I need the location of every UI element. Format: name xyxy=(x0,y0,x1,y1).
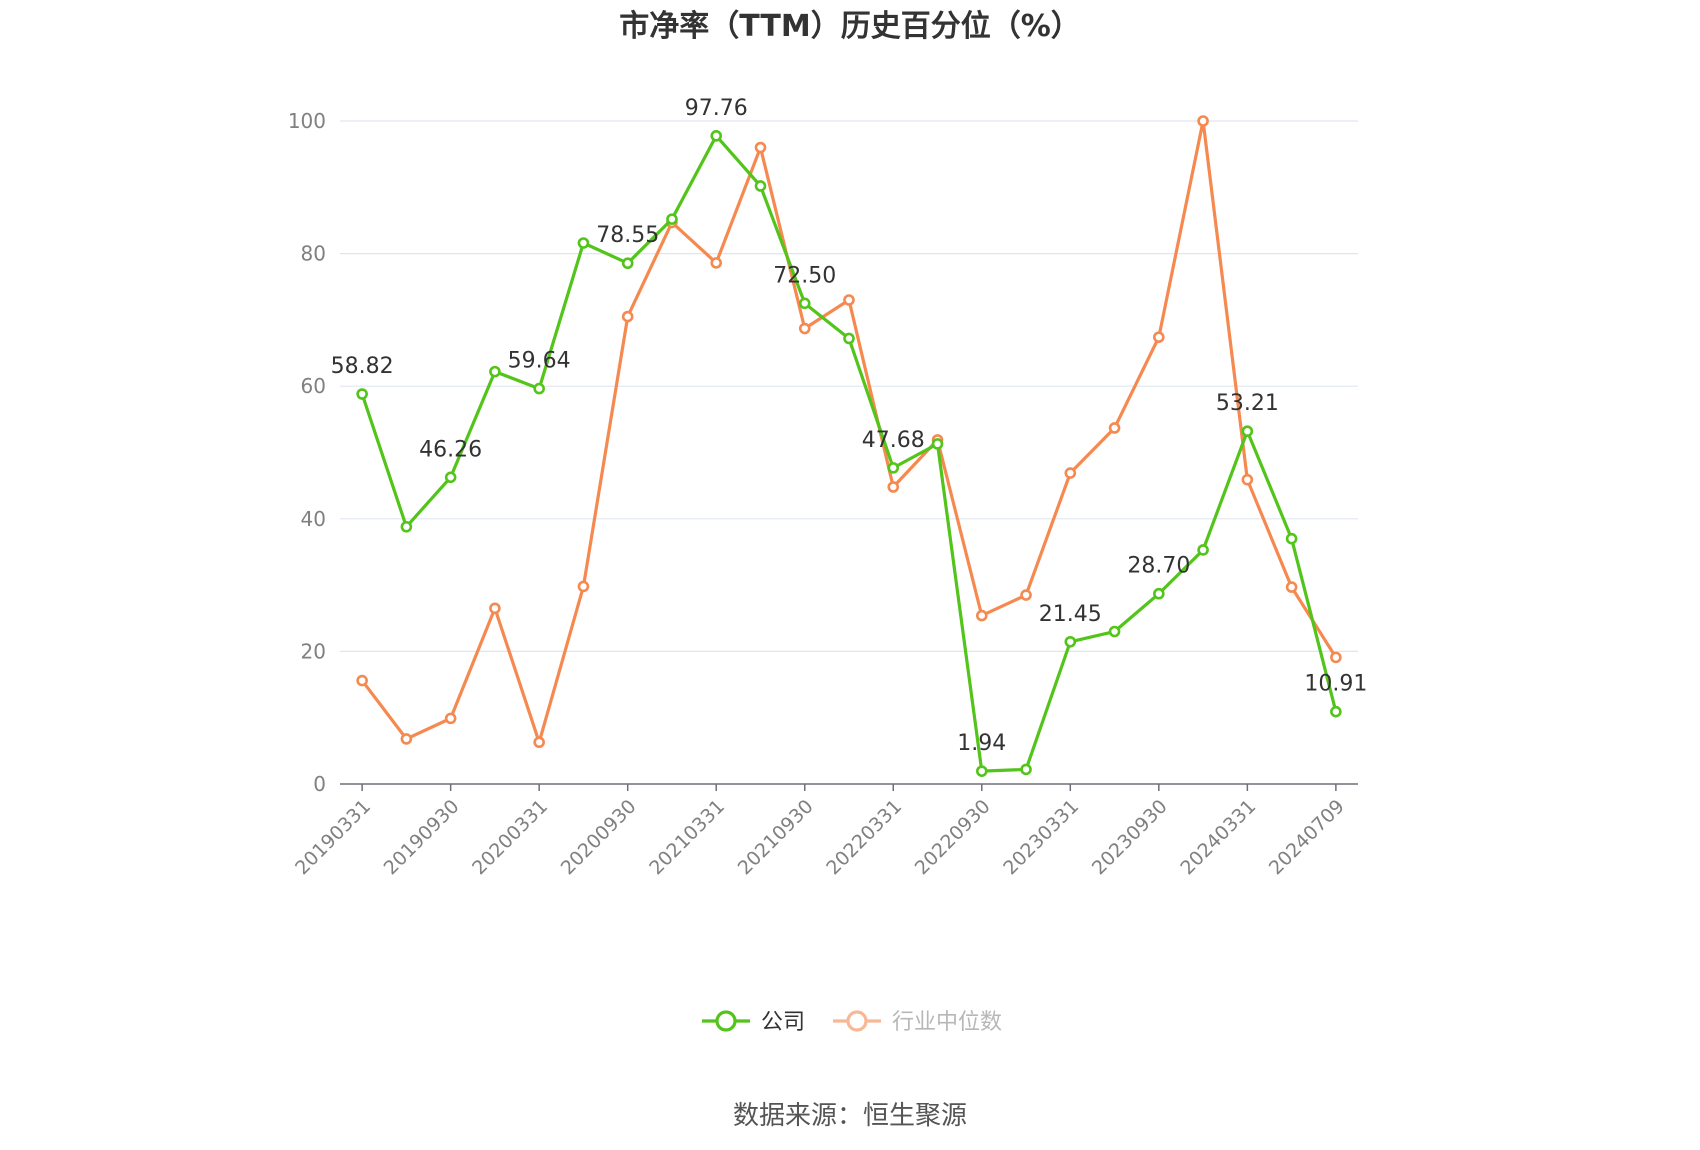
data-point[interactable] xyxy=(1197,115,1209,127)
data-point[interactable] xyxy=(798,322,811,335)
x-tick-label: 20230930 xyxy=(1088,795,1172,879)
y-axis: 0 20 40 60 80 100 xyxy=(288,109,326,796)
series-company xyxy=(356,130,1342,777)
x-tick-label: 20240331 xyxy=(1176,795,1260,879)
x-tick-label: 20190331 xyxy=(291,795,375,879)
y-tick-label: 80 xyxy=(301,242,326,266)
data-label: 78.55 xyxy=(596,223,659,248)
data-point[interactable] xyxy=(710,130,723,142)
source-note: 数据来源：恒生聚源 xyxy=(733,1101,967,1131)
data-point[interactable] xyxy=(1153,587,1165,600)
legend-label: 行业中位数 xyxy=(892,1010,1002,1035)
legend-marker-icon xyxy=(846,1010,868,1032)
y-tick-label: 100 xyxy=(288,109,326,133)
data-point[interactable] xyxy=(1108,625,1121,638)
data-point[interactable] xyxy=(1108,422,1121,434)
data-point[interactable] xyxy=(843,294,855,306)
data-point[interactable] xyxy=(1285,532,1298,545)
data-point[interactable] xyxy=(621,257,634,270)
legend-item-company[interactable]: 公司 xyxy=(702,1010,805,1035)
data-label: 28.70 xyxy=(1127,554,1190,579)
data-point[interactable] xyxy=(577,580,590,593)
data-point[interactable] xyxy=(1241,425,1254,438)
data-point[interactable] xyxy=(577,237,590,249)
data-point[interactable] xyxy=(356,674,368,687)
data-point[interactable] xyxy=(798,297,811,310)
data-label: 47.68 xyxy=(862,428,925,453)
data-point[interactable] xyxy=(489,365,501,378)
legend[interactable]: 公司 行业中位数 xyxy=(702,1010,1002,1035)
data-point[interactable] xyxy=(1241,473,1254,486)
legend-item-industry-median[interactable]: 行业中位数 xyxy=(833,1010,1002,1035)
data-point[interactable] xyxy=(1020,589,1032,601)
data-point[interactable] xyxy=(400,733,413,745)
data-point[interactable] xyxy=(444,471,457,484)
data-point[interactable] xyxy=(1330,651,1342,664)
data-point[interactable] xyxy=(1064,467,1077,479)
data-point[interactable] xyxy=(621,310,634,323)
data-point[interactable] xyxy=(489,602,501,615)
x-tick-label: 20190930 xyxy=(380,795,464,879)
data-label: 58.82 xyxy=(331,354,394,379)
data-point[interactable] xyxy=(975,765,988,777)
data-point[interactable] xyxy=(754,141,767,154)
data-point[interactable] xyxy=(754,180,767,192)
series-layer xyxy=(356,115,1342,777)
data-point[interactable] xyxy=(400,520,413,533)
x-tick-label: 20200331 xyxy=(468,795,552,879)
data-point[interactable] xyxy=(1330,705,1342,718)
data-point[interactable] xyxy=(533,736,545,749)
x-tick-label: 20230331 xyxy=(999,795,1083,879)
y-tick-label: 40 xyxy=(301,507,326,531)
y-tick-label: 60 xyxy=(301,374,326,398)
data-point[interactable] xyxy=(356,388,368,400)
series-line xyxy=(360,119,1338,744)
data-label: 1.94 xyxy=(957,731,1006,756)
y-tick-label: 20 xyxy=(301,639,326,663)
data-point[interactable] xyxy=(1197,544,1209,556)
data-label: 97.76 xyxy=(685,96,748,121)
data-point[interactable] xyxy=(533,382,545,395)
x-tick-label: 20200930 xyxy=(557,795,641,879)
legend-marker-icon xyxy=(715,1010,737,1032)
x-tick-label: 20210331 xyxy=(645,795,729,879)
data-label: 10.91 xyxy=(1304,672,1367,697)
x-tick-label: 20240709 xyxy=(1265,795,1349,879)
data-point[interactable] xyxy=(1064,635,1077,648)
series-industry-median xyxy=(356,115,1342,749)
chart-title: 市净率（TTM）历史百分位（%） xyxy=(619,9,1081,44)
data-point[interactable] xyxy=(1285,581,1298,593)
y-tick-label: 0 xyxy=(313,772,326,796)
x-axis: 20190331 20190930 20200331 20200930 20210331… xyxy=(291,783,1358,879)
grid-lines xyxy=(340,120,1358,653)
data-point[interactable] xyxy=(710,257,723,269)
data-point[interactable] xyxy=(1020,763,1032,776)
data-label: 72.50 xyxy=(773,263,836,288)
data-point[interactable] xyxy=(975,609,988,622)
data-point[interactable] xyxy=(843,332,855,345)
x-tick-label: 20220930 xyxy=(911,795,995,879)
data-label: 21.45 xyxy=(1039,602,1102,627)
data-labels: 58.82 46.26 59.64 78.55 97.76 72.50 47.68 1.94 2… xyxy=(331,96,1368,756)
legend-label: 公司 xyxy=(761,1010,805,1035)
series-line xyxy=(360,134,1338,773)
data-label: 46.26 xyxy=(419,437,482,462)
x-tick-label: 20210930 xyxy=(734,795,818,879)
data-point[interactable] xyxy=(1153,331,1165,343)
data-point[interactable] xyxy=(887,481,900,493)
data-point[interactable] xyxy=(444,712,457,725)
data-label: 53.21 xyxy=(1216,391,1279,416)
data-point[interactable] xyxy=(666,213,678,225)
x-tick-label: 20220331 xyxy=(822,795,906,879)
data-point[interactable] xyxy=(887,462,900,474)
data-point[interactable] xyxy=(931,438,944,450)
data-label: 59.64 xyxy=(508,349,571,374)
